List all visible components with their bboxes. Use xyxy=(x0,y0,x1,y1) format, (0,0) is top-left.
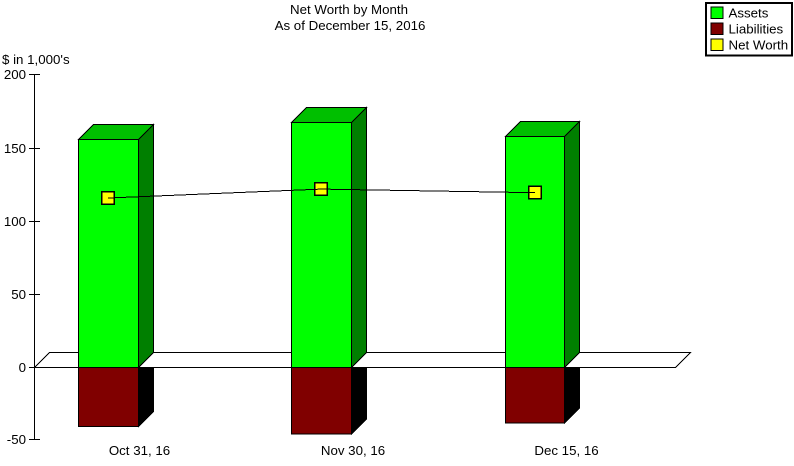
svg-text:Nov 30, 16: Nov 30, 16 xyxy=(321,443,385,458)
svg-text:Assets: Assets xyxy=(729,6,769,21)
svg-text:Net Worth: Net Worth xyxy=(729,38,789,53)
svg-text:150: 150 xyxy=(4,141,26,156)
svg-text:0: 0 xyxy=(19,360,26,375)
svg-text:Oct 31, 16: Oct 31, 16 xyxy=(109,443,170,458)
svg-text:$ in 1,000's: $ in 1,000's xyxy=(2,52,70,67)
svg-text:Net Worth by Month: Net Worth by Month xyxy=(290,2,408,17)
svg-text:200: 200 xyxy=(4,67,26,82)
svg-text:-50: -50 xyxy=(7,432,26,447)
svg-text:50: 50 xyxy=(11,287,26,302)
svg-text:Dec 15, 16: Dec 15, 16 xyxy=(534,443,598,458)
svg-text:As of December 15, 2016: As of December 15, 2016 xyxy=(275,18,426,33)
svg-text:Liabilities: Liabilities xyxy=(729,22,784,37)
svg-text:100: 100 xyxy=(4,214,26,229)
